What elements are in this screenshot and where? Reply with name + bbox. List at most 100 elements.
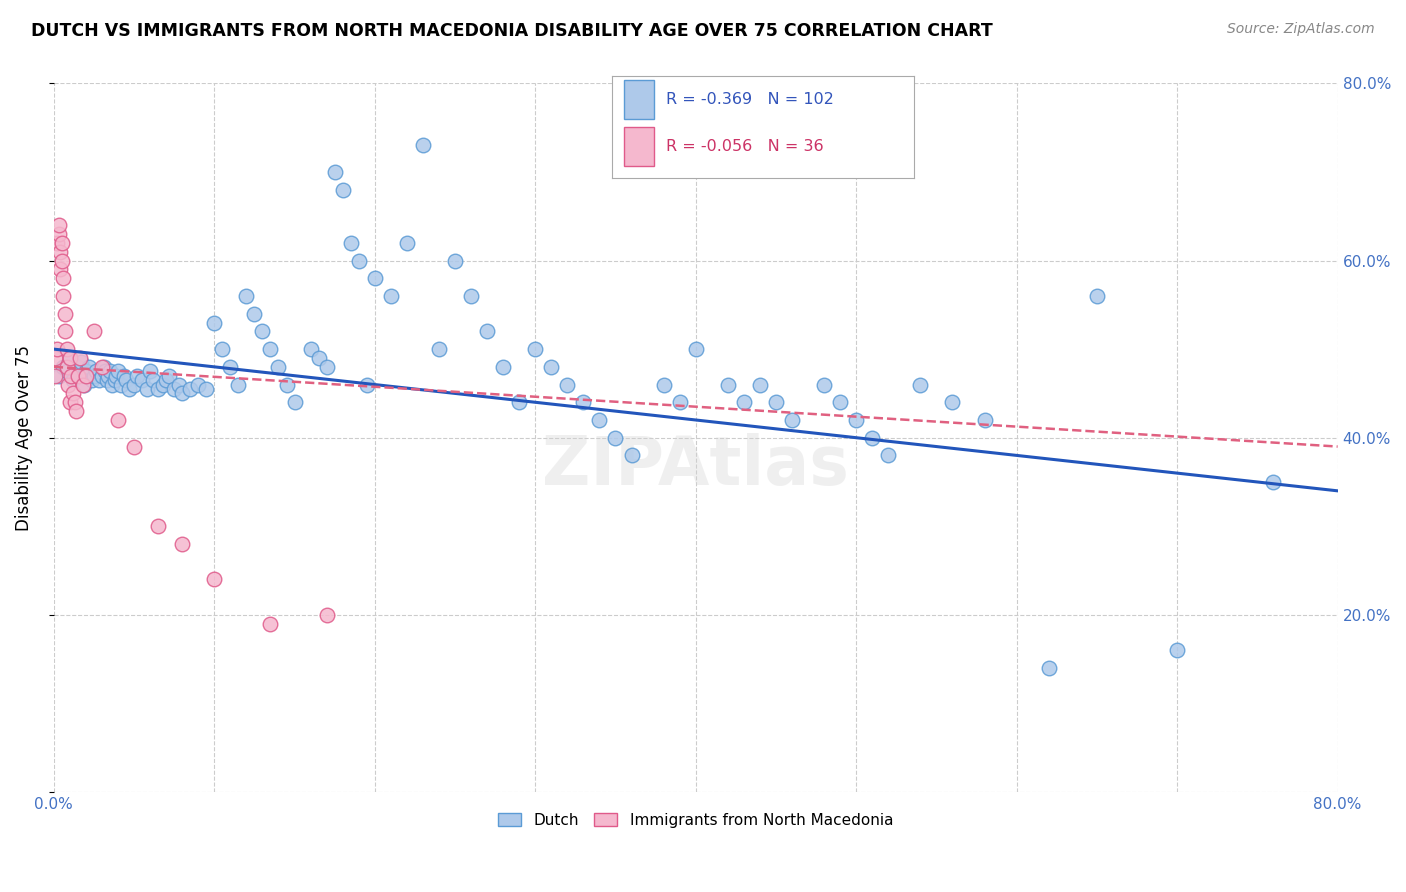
Point	[48, 368, 70, 383]
Point	[315, 359, 337, 374]
Point	[146, 382, 169, 396]
Bar	[624, 127, 654, 166]
Point	[55, 364, 77, 378]
Point	[364, 271, 387, 285]
Point	[605, 431, 627, 445]
Text: R = -0.056   N = 36: R = -0.056 N = 36	[666, 139, 824, 154]
Point	[187, 377, 209, 392]
Point	[444, 253, 467, 268]
Point	[427, 342, 450, 356]
Point	[259, 616, 281, 631]
Point	[100, 377, 122, 392]
Text: ZIPAtlas: ZIPAtlas	[543, 433, 849, 499]
Point	[83, 325, 105, 339]
Point	[508, 395, 530, 409]
Point	[48, 218, 70, 232]
Point	[668, 395, 690, 409]
Point	[172, 386, 194, 401]
Point	[52, 289, 75, 303]
Point	[308, 351, 330, 365]
Point	[135, 382, 157, 396]
Text: Source: ZipAtlas.com: Source: ZipAtlas.com	[1227, 22, 1375, 37]
Point	[283, 395, 305, 409]
Point	[332, 183, 354, 197]
Point	[380, 289, 402, 303]
Point	[155, 373, 177, 387]
Point	[830, 395, 852, 409]
Point	[58, 377, 80, 392]
Text: R = -0.369   N = 102: R = -0.369 N = 102	[666, 92, 834, 107]
Point	[104, 373, 127, 387]
Point	[98, 364, 121, 378]
Point	[75, 368, 97, 383]
Point	[107, 364, 129, 378]
Point	[412, 138, 434, 153]
Point	[48, 227, 70, 241]
Point	[114, 368, 136, 383]
Point	[973, 413, 995, 427]
Point	[55, 359, 77, 374]
Point	[93, 359, 115, 374]
Point	[53, 307, 76, 321]
Text: DUTCH VS IMMIGRANTS FROM NORTH MACEDONIA DISABILITY AGE OVER 75 CORRELATION CHAR: DUTCH VS IMMIGRANTS FROM NORTH MACEDONIA…	[31, 22, 993, 40]
Point	[73, 377, 96, 392]
Point	[299, 342, 322, 356]
Point	[652, 377, 675, 392]
Point	[94, 364, 117, 378]
Point	[1263, 475, 1285, 489]
Point	[152, 377, 174, 392]
Point	[53, 325, 76, 339]
Point	[202, 573, 225, 587]
Point	[195, 382, 218, 396]
Point	[157, 368, 180, 383]
Point	[51, 253, 73, 268]
Point	[315, 607, 337, 622]
Point	[620, 449, 643, 463]
Point	[1038, 661, 1060, 675]
Point	[62, 386, 84, 401]
Point	[96, 373, 118, 387]
Point	[122, 377, 145, 392]
Point	[259, 342, 281, 356]
Point	[62, 373, 84, 387]
Point	[55, 342, 77, 356]
Point	[115, 373, 138, 387]
Point	[910, 377, 932, 392]
Point	[139, 364, 162, 378]
Point	[167, 377, 190, 392]
Point	[97, 368, 120, 383]
Point	[66, 368, 89, 383]
Point	[1085, 289, 1108, 303]
Point	[77, 359, 100, 374]
Point	[813, 377, 835, 392]
Point	[243, 307, 266, 321]
Point	[219, 359, 242, 374]
Point	[572, 395, 595, 409]
Point	[87, 373, 110, 387]
Point	[142, 373, 165, 387]
Point	[492, 359, 515, 374]
Point	[877, 449, 900, 463]
Point	[1166, 643, 1188, 657]
Point	[44, 351, 66, 365]
Point	[339, 235, 361, 250]
Point	[60, 368, 83, 383]
Point	[52, 359, 75, 374]
Point	[122, 440, 145, 454]
Point	[91, 359, 114, 374]
Point	[59, 351, 82, 365]
Point	[557, 377, 579, 392]
Point	[276, 377, 298, 392]
Point	[356, 377, 378, 392]
Point	[72, 368, 94, 383]
Point	[685, 342, 707, 356]
Point	[127, 368, 149, 383]
Point	[44, 368, 66, 383]
Point	[941, 395, 963, 409]
Point	[51, 235, 73, 250]
Legend: Dutch, Immigrants from North Macedonia: Dutch, Immigrants from North Macedonia	[492, 806, 898, 834]
Point	[52, 271, 75, 285]
Point	[347, 253, 370, 268]
Point	[540, 359, 562, 374]
Point	[91, 368, 114, 383]
